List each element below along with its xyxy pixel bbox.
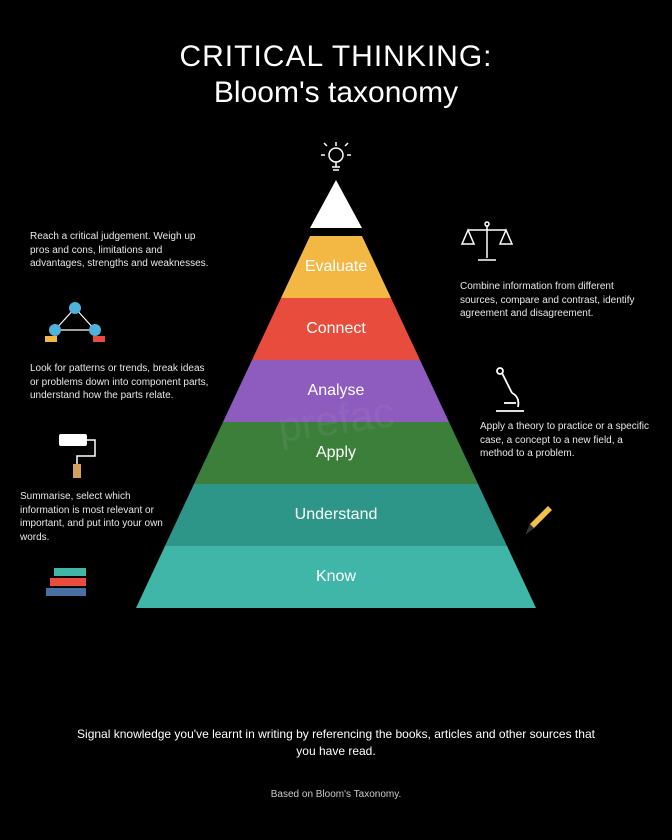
paint-roller-icon xyxy=(55,430,99,485)
desc-apply: Apply a theory to practice or a specific… xyxy=(480,420,650,461)
books-icon xyxy=(40,560,96,609)
pencil-icon xyxy=(520,500,554,545)
desc-evaluate: Reach a critical judgement. Weigh up pro… xyxy=(30,230,210,271)
page-subtitle: Bloom's taxonomy xyxy=(0,76,672,110)
layer-analyse-label: Analyse xyxy=(223,360,449,422)
network-icon xyxy=(45,300,105,349)
pyramid-diagram: Evaluate Connect Analyse Apply Understan… xyxy=(0,140,672,700)
layer-connect-label: Connect xyxy=(252,298,420,360)
scales-icon xyxy=(460,220,514,269)
desc-connect: Combine information from different sourc… xyxy=(460,280,640,321)
footer-text: Based on Bloom's Taxonomy. xyxy=(271,789,402,800)
header: CRITICAL THINKING: Bloom's taxonomy xyxy=(0,0,672,110)
pyramid-apex xyxy=(310,180,362,228)
microscope-icon xyxy=(490,365,530,420)
layer-apply-label: Apply xyxy=(194,422,478,484)
page-title: CRITICAL THINKING: xyxy=(0,40,672,74)
layer-know-label: Know xyxy=(136,546,536,608)
layer-understand-label: Understand xyxy=(165,484,507,546)
desc-analyse: Look for patterns or trends, break ideas… xyxy=(30,362,210,403)
layer-evaluate-label: Evaluate xyxy=(281,236,391,298)
desc-know: Signal knowledge you've learnt in writin… xyxy=(76,726,596,760)
desc-understand: Summarise, select which information is m… xyxy=(20,490,170,544)
lightbulb-icon xyxy=(321,140,351,181)
